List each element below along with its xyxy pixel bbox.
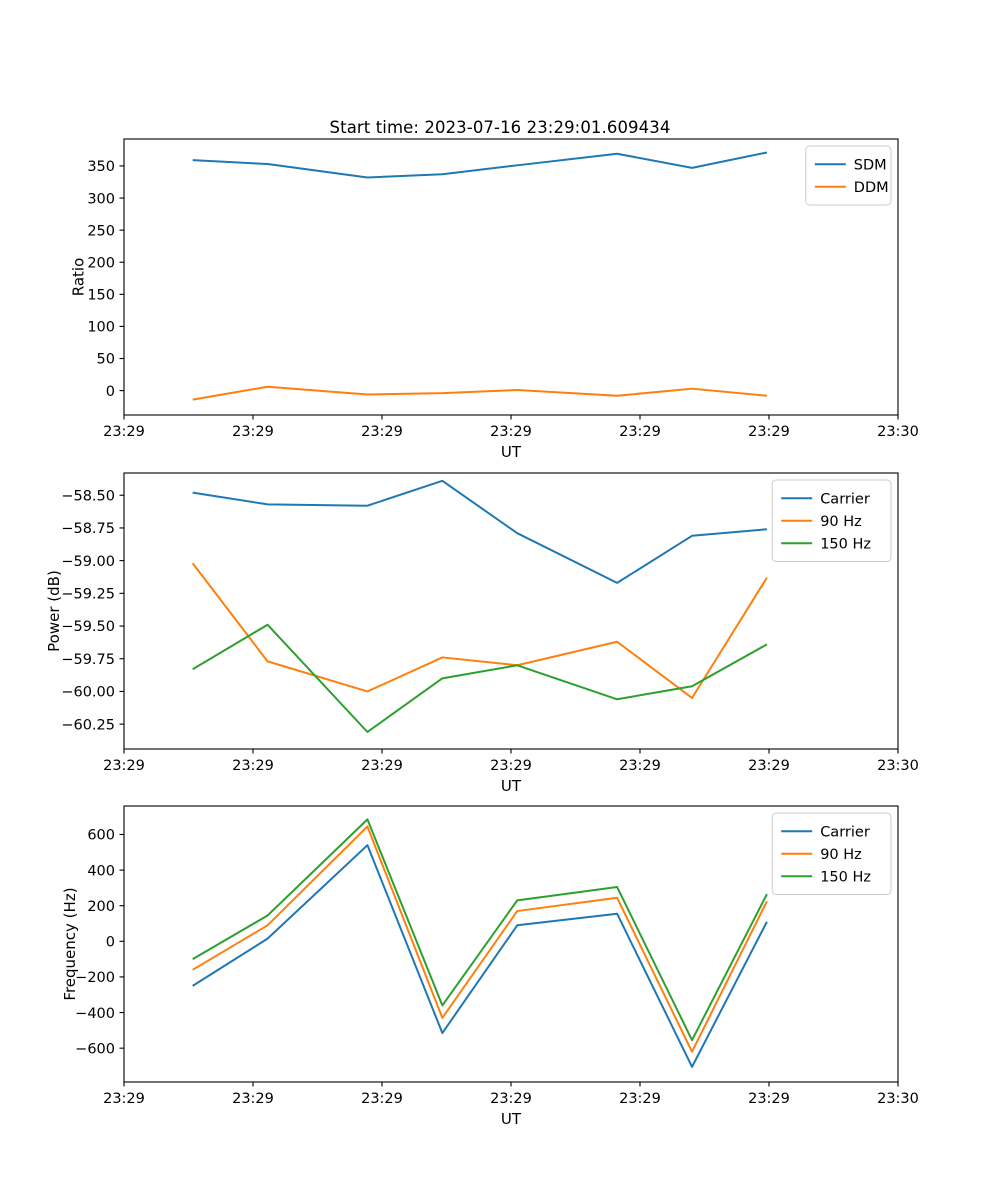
- x-tick-label: 23:29: [232, 758, 274, 774]
- y-tick-label: 0: [106, 384, 115, 400]
- x-tick-label: 23:29: [232, 1091, 274, 1107]
- y-tick-label: 100: [87, 320, 115, 336]
- x-tick-label: 23:29: [619, 758, 661, 774]
- data-line-sdm: [192, 151, 768, 179]
- y-tick-label: 50: [97, 352, 115, 368]
- x-tick-label: 23:30: [877, 424, 919, 440]
- y-tick-label: −200: [75, 970, 115, 986]
- y-tick-label: 150: [87, 288, 115, 304]
- x-axis-label: UT: [501, 1110, 522, 1128]
- y-tick-label: −59.75: [61, 652, 115, 668]
- y-tick-label: −60.25: [61, 717, 115, 733]
- x-tick-label: 23:29: [619, 424, 661, 440]
- x-tick-label: 23:29: [103, 1091, 145, 1107]
- legend-box: [805, 145, 892, 206]
- x-tick-label: 23:29: [103, 424, 145, 440]
- x-tick-label: 23:29: [748, 758, 790, 774]
- x-tick-label: 23:29: [748, 1091, 790, 1107]
- figure-title: Start time: 2023-07-16 23:29:01.609434: [329, 118, 671, 137]
- legend-label-carrier: Carrier: [820, 491, 870, 507]
- y-tick-label: −59.25: [61, 587, 115, 603]
- x-tick-label: 23:30: [877, 758, 919, 774]
- y-tick-label: 300: [87, 191, 115, 207]
- legend-label-ddm: DDM: [854, 180, 889, 196]
- x-tick-label: 23:29: [748, 424, 790, 440]
- data-line-150-hz: [192, 818, 768, 1042]
- data-line-90-hz: [192, 825, 768, 1053]
- x-tick-label: 23:29: [232, 424, 274, 440]
- legend-label-150-hz: 150 Hz: [820, 536, 871, 552]
- y-tick-label: 200: [87, 899, 115, 915]
- data-line-carrier: [192, 844, 768, 1068]
- legend-box: [771, 812, 892, 895]
- data-line-ddm: [192, 385, 768, 401]
- x-tick-label: 23:29: [490, 758, 532, 774]
- y-tick-label: −58.75: [61, 521, 115, 537]
- legend-label-150-hz: 150 Hz: [820, 869, 871, 885]
- y-tick-label: −59.50: [61, 619, 115, 635]
- x-tick-label: 23:29: [361, 758, 403, 774]
- x-tick-label: 23:29: [490, 424, 532, 440]
- x-tick-label: 23:30: [877, 1091, 919, 1107]
- y-tick-label: 350: [87, 159, 115, 175]
- x-tick-label: 23:29: [619, 1091, 661, 1107]
- legend-box: [771, 479, 892, 562]
- y-tick-label: −59.00: [61, 554, 115, 570]
- y-tick-label: −58.50: [61, 488, 115, 504]
- y-tick-label: 600: [87, 828, 115, 844]
- y-axis-label: Frequency (Hz): [61, 887, 79, 1000]
- y-axis-label: Ratio: [69, 258, 87, 297]
- y-tick-label: −60.00: [61, 685, 115, 701]
- y-tick-label: 250: [87, 223, 115, 239]
- x-tick-label: 23:29: [103, 758, 145, 774]
- x-tick-label: 23:29: [490, 1091, 532, 1107]
- data-line-carrier: [192, 479, 768, 584]
- x-axis-label: UT: [501, 443, 522, 461]
- data-line-150-hz: [192, 623, 768, 733]
- x-axis-label: UT: [501, 777, 522, 795]
- y-axis-label: Power (dB): [45, 570, 63, 652]
- legend-label-carrier: Carrier: [820, 824, 870, 840]
- legend-label-sdm: SDM: [854, 157, 887, 173]
- x-tick-label: 23:29: [361, 424, 403, 440]
- y-tick-label: 0: [106, 935, 115, 951]
- y-tick-label: 200: [87, 255, 115, 271]
- y-tick-label: −600: [75, 1041, 115, 1057]
- legend-label-90-hz: 90 Hz: [820, 514, 862, 530]
- y-tick-label: 400: [87, 863, 115, 879]
- x-tick-label: 23:29: [361, 1091, 403, 1107]
- y-tick-label: −400: [75, 1006, 115, 1022]
- legend-label-90-hz: 90 Hz: [820, 847, 862, 863]
